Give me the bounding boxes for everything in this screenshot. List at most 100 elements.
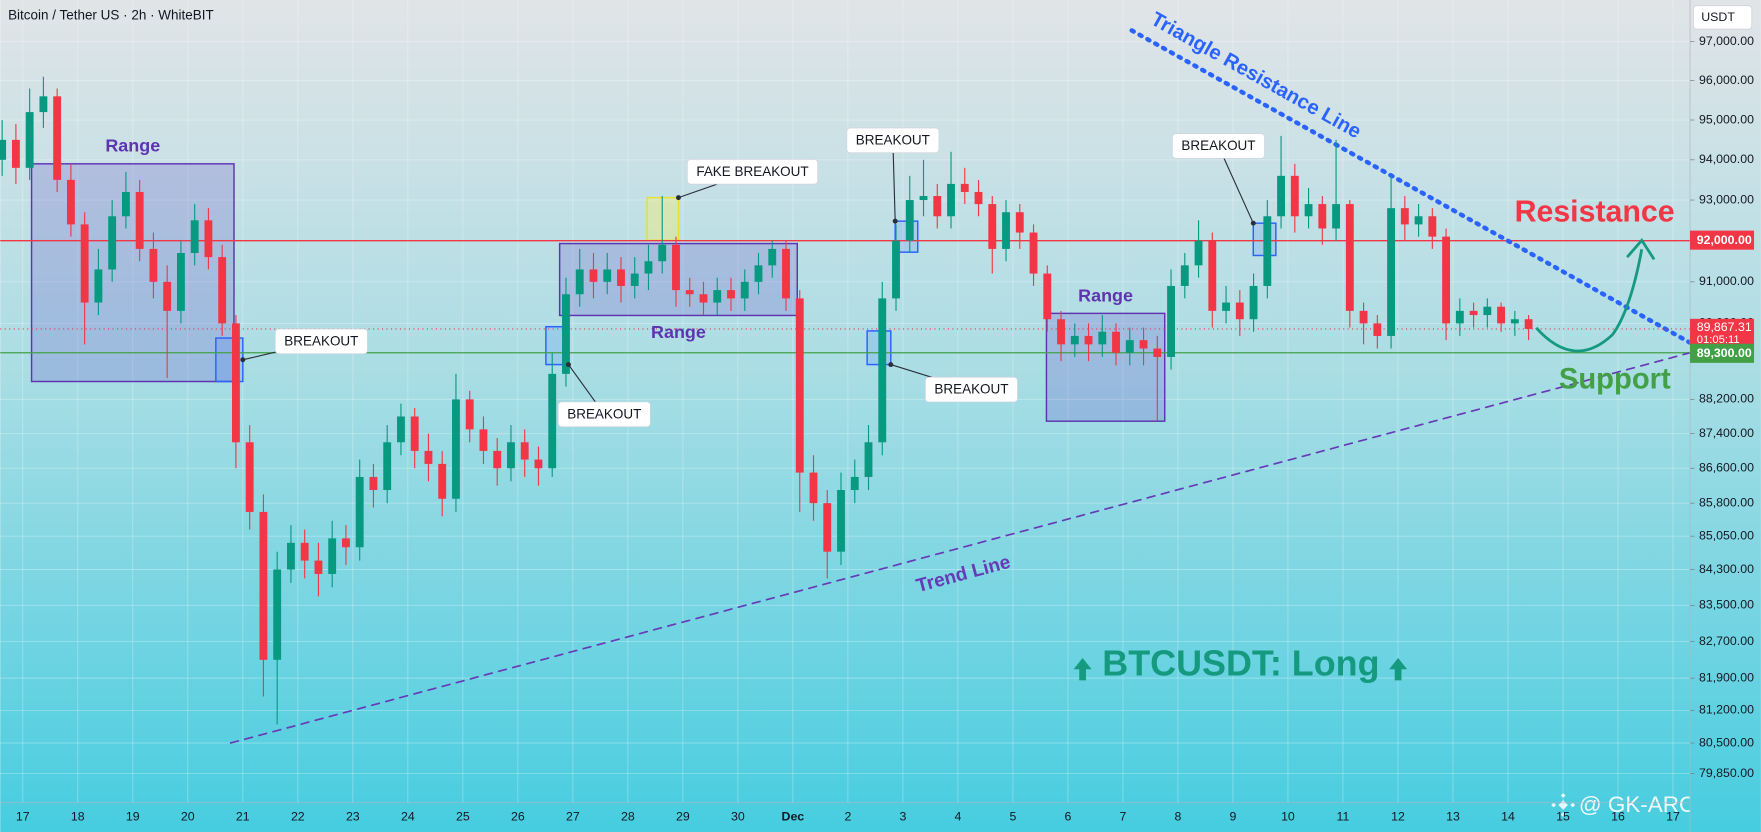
candle-body (1428, 216, 1437, 237)
candle-body (1167, 285, 1175, 357)
candle-body (424, 450, 433, 464)
callout-anchor (565, 362, 571, 368)
candle-body (617, 269, 625, 286)
candle-body (11, 139, 20, 168)
candle-body (342, 538, 350, 548)
candle-body (39, 96, 48, 113)
callout-pointer (892, 140, 896, 222)
candle-body (919, 196, 928, 201)
triangle-line (1129, 28, 1693, 345)
candle-body (520, 442, 529, 460)
candle-body (1153, 348, 1162, 357)
candle-body (383, 442, 392, 491)
candle-body (809, 472, 818, 504)
y-tick-label: 80,500.00 (1699, 735, 1754, 749)
y-tick-label: 85,050.00 (1699, 528, 1754, 542)
x-tick-label: 17 (16, 810, 30, 824)
candle-body (988, 204, 997, 249)
candle-body (66, 179, 75, 225)
candle-body (548, 373, 557, 469)
callout-box (557, 401, 651, 428)
range-label: Range (651, 322, 706, 342)
y-tick-label: 88,200.00 (1699, 392, 1754, 406)
candle-body (1483, 306, 1492, 316)
y-tick-label: 85,800.00 (1699, 495, 1754, 509)
candle-body (328, 538, 337, 574)
candle-body (713, 290, 722, 303)
x-tick-label: 15 (1556, 810, 1570, 824)
level-tag (1690, 230, 1755, 250)
candle-body (892, 240, 900, 299)
candle-body (562, 294, 570, 374)
x-tick-label: 21 (236, 810, 250, 824)
y-tick-label: 96,000.00 (1699, 73, 1754, 87)
candle-body (603, 269, 612, 282)
candle-body (410, 416, 419, 451)
grid-layer (0, 0, 1690, 803)
x-tick-label: 7 (1119, 810, 1126, 824)
y-tick-label: 93,000.00 (1699, 192, 1754, 206)
candle-body (0, 139, 7, 160)
y-tick-label: 83,500.00 (1699, 598, 1754, 612)
candle-body (1194, 240, 1203, 266)
x-tick-label: 12 (1391, 810, 1405, 824)
x-tick-label: 10 (1281, 810, 1295, 824)
candle-body (493, 450, 502, 469)
candle-body (795, 298, 804, 473)
callout-label: BREAKOUT (567, 406, 641, 421)
candle-body (1180, 265, 1189, 286)
line-layer (0, 28, 1693, 744)
x-tick-label: 28 (621, 810, 635, 824)
candle-body (273, 569, 282, 660)
x-tick-label: 17 (1666, 810, 1680, 824)
y-tick-label: 95,000.00 (1699, 112, 1754, 126)
candle-body (1015, 212, 1024, 233)
candle-body (933, 196, 942, 217)
level-tag-label: 92,000.00 (1697, 233, 1752, 247)
candle-body (176, 253, 185, 311)
x-tick-label: 30 (731, 810, 745, 824)
candle-body (1208, 240, 1217, 311)
candle-body (287, 542, 295, 570)
candle-body (1359, 310, 1368, 324)
x-tick-label: 18 (71, 810, 85, 824)
y-tick-label: 84,300.00 (1699, 562, 1754, 576)
candle-body (190, 220, 199, 254)
projection-arrow (1535, 249, 1644, 353)
callout-label: BREAKOUT (856, 132, 930, 147)
chart-title: Bitcoin / Tether US · 2h · WhiteBIT (8, 7, 214, 22)
callout-label: BREAKOUT (284, 333, 358, 348)
x-tick-label: 3 (899, 810, 906, 824)
candle-body (534, 459, 543, 469)
candle-body (1414, 216, 1423, 225)
candle-body (1277, 175, 1285, 217)
candle-body (740, 281, 749, 299)
x-tick-label: Dec (782, 810, 805, 824)
up-arrow-icon (1073, 657, 1092, 681)
callout-box (846, 127, 940, 154)
countdown-label: 01:05:11 (1697, 334, 1740, 346)
currency-label: USDT (1701, 10, 1735, 24)
candle-body (259, 511, 268, 660)
x-tick-label: 8 (1174, 810, 1181, 824)
candle-body (53, 96, 62, 180)
candle-body (1400, 208, 1409, 225)
candle-body (1002, 212, 1010, 249)
candle-body (218, 257, 227, 324)
candle-body (397, 416, 405, 443)
x-tick-label: 26 (511, 810, 525, 824)
x-tick-label: 9 (1229, 810, 1236, 824)
candle-body (1043, 273, 1052, 320)
candle-body (231, 323, 240, 443)
candle-body (1345, 204, 1354, 311)
candle-body (1510, 319, 1519, 324)
x-tick-label: 24 (401, 810, 415, 824)
signal-label: BTCUSDT: Long (1102, 642, 1379, 683)
candle-body (1290, 175, 1299, 217)
y-tick-label: 82,700.00 (1699, 634, 1754, 648)
y-tick-label: 94,000.00 (1699, 152, 1754, 166)
candle-body (960, 183, 969, 192)
callout-label: BREAKOUT (934, 382, 1008, 397)
